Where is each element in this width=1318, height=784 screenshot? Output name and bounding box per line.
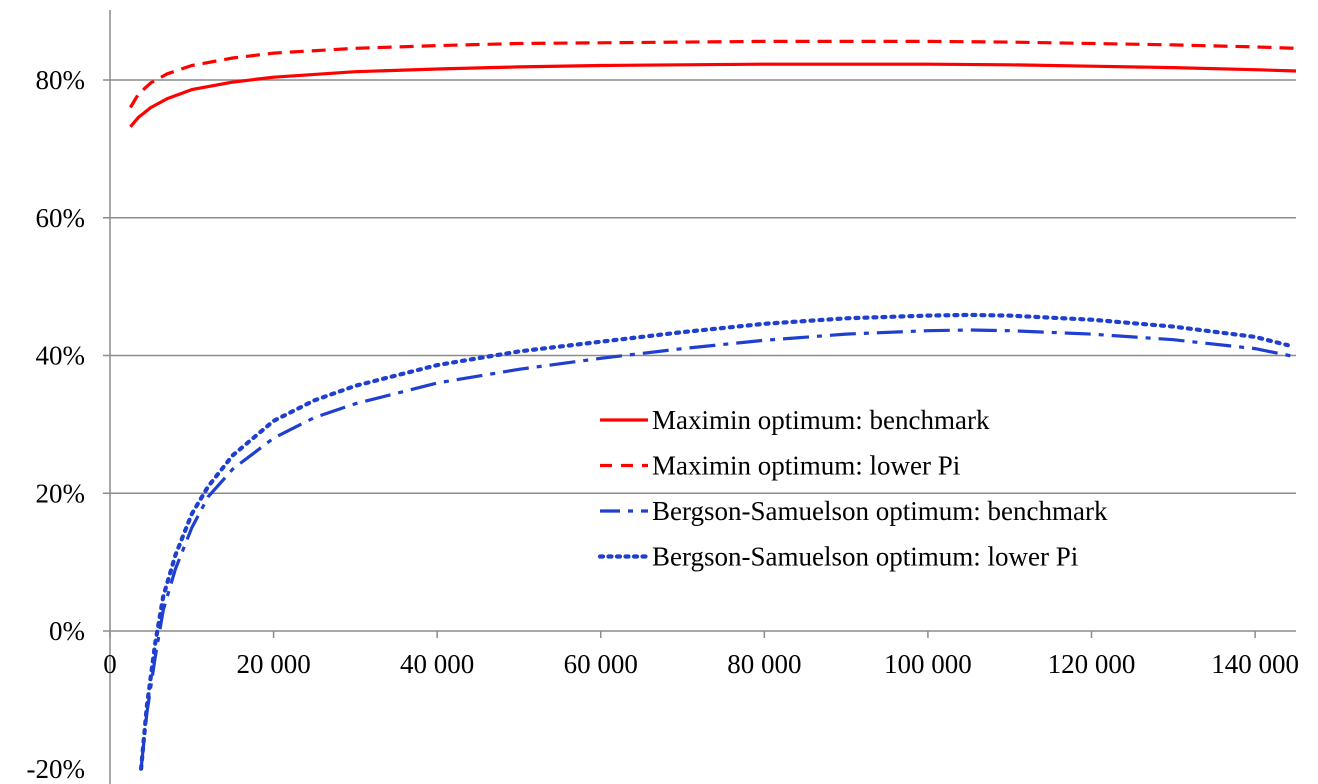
x-tick-label: 60 000 bbox=[564, 649, 638, 679]
legend-label-1: Maximin optimum: benchmark bbox=[652, 405, 990, 435]
legend-entry-2: Maximin optimum: lower Pi bbox=[600, 451, 960, 481]
y-tick-label: -20% bbox=[27, 754, 85, 784]
x-tick-label: 40 000 bbox=[400, 649, 474, 679]
legend-label-2: Maximin optimum: lower Pi bbox=[652, 451, 960, 481]
y-tick-label: 80% bbox=[36, 65, 86, 95]
x-tick-label: 0 bbox=[103, 649, 117, 679]
y-tick-label: 20% bbox=[36, 478, 86, 508]
gridlines bbox=[110, 79, 1296, 494]
legend-entry-3: Bergson-Samuelson optimum: benchmark bbox=[600, 496, 1108, 526]
y-tick-labels: -20% 0% 20% 40% 60% 80% bbox=[27, 65, 85, 784]
series-lines bbox=[129, 39, 1297, 771]
x-tick-label: 140 000 bbox=[1211, 649, 1299, 679]
x-tick-label: 20 000 bbox=[236, 649, 310, 679]
legend-label-3: Bergson-Samuelson optimum: benchmark bbox=[652, 496, 1108, 526]
legend: Maximin optimum: benchmark Maximin optimu… bbox=[597, 405, 1108, 572]
legend-label-4: Bergson-Samuelson optimum: lower Pi bbox=[652, 542, 1078, 572]
series-line-1 bbox=[129, 62, 1297, 128]
y-tick-label: 40% bbox=[36, 341, 86, 371]
legend-entry-1: Maximin optimum: benchmark bbox=[600, 405, 990, 435]
series-line-4 bbox=[139, 312, 1290, 771]
series-line-2 bbox=[129, 39, 1297, 109]
axes bbox=[103, 10, 1296, 784]
x-tick-label: 80 000 bbox=[727, 649, 801, 679]
x-tick-label: 120 000 bbox=[1048, 649, 1136, 679]
y-tick-label: 0% bbox=[49, 616, 85, 646]
x-tick-labels: 0 20 000 40 000 60 000 80 000 100 000 120 000 1… bbox=[103, 649, 1299, 679]
y-tick-label: 60% bbox=[36, 203, 86, 233]
x-tick-label: 100 000 bbox=[884, 649, 972, 679]
legend-entry-4: Bergson-Samuelson optimum: lower Pi bbox=[597, 542, 1078, 572]
series-line-3 bbox=[139, 328, 1297, 769]
